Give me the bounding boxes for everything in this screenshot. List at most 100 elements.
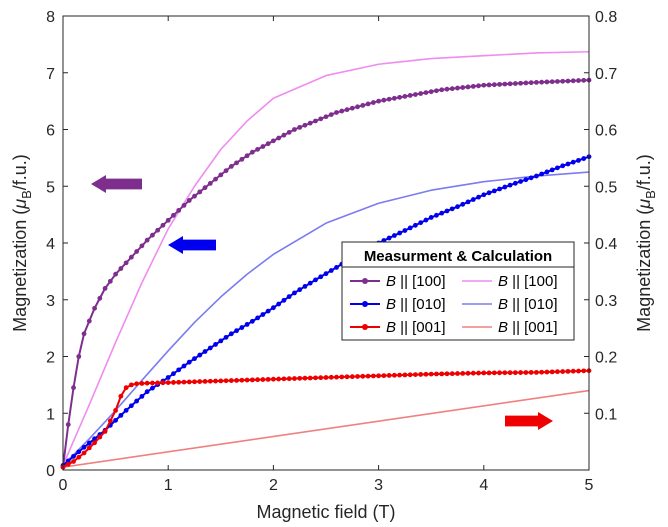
legend-marker-1 (362, 278, 368, 284)
data-point-100 (97, 295, 103, 301)
ylabel-part: Magnetization ( (10, 209, 30, 332)
data-point-100 (276, 135, 282, 141)
data-point-010 (207, 345, 213, 351)
data-point-001 (123, 385, 129, 391)
data-point-100 (512, 81, 518, 86)
data-point-010 (481, 192, 487, 198)
data-point-001 (491, 370, 497, 376)
data-point-001 (428, 371, 434, 377)
data-point-100 (134, 249, 140, 254)
data-point-100 (349, 105, 355, 111)
data-point-001 (539, 369, 545, 375)
data-point-001 (344, 374, 350, 380)
calculated-line-001 (62, 389, 590, 468)
data-point-001 (171, 380, 176, 385)
x-tick-label: 3 (374, 477, 383, 494)
data-point-100 (297, 124, 303, 130)
legend-label-dir: || [100] (396, 273, 446, 290)
data-point-100 (260, 144, 266, 149)
data-point-010 (197, 352, 203, 358)
data-point-100 (249, 149, 255, 155)
data-point-010 (418, 220, 424, 226)
data-point-001 (202, 379, 208, 384)
data-point-100 (549, 79, 555, 85)
data-point-100 (286, 129, 292, 135)
data-point-100 (223, 168, 229, 174)
data-point-100 (150, 232, 155, 238)
legend-label-var: B (498, 273, 508, 290)
legend-label-dir: || [001] (396, 319, 446, 336)
arrow-left-2 (168, 236, 216, 254)
data-point-010 (260, 312, 266, 317)
data-point-100 (418, 91, 424, 96)
data-point-001 (192, 379, 197, 385)
data-point-001 (549, 369, 555, 375)
y-right-tick-label: 0.6 (595, 123, 617, 140)
ylabel-unit: /f.u.) (634, 154, 654, 190)
data-point-100 (160, 222, 166, 228)
data-point-010 (386, 235, 392, 241)
data-point-100 (107, 278, 113, 284)
data-point-100 (370, 100, 376, 105)
data-point-010 (181, 363, 187, 369)
data-point-100 (128, 254, 134, 260)
arrow-right-3 (505, 412, 553, 430)
data-point-100 (355, 104, 360, 110)
data-point-001 (228, 378, 234, 383)
data-point-001 (155, 380, 161, 386)
data-point-001 (71, 459, 76, 464)
data-point-001 (102, 429, 108, 434)
data-point-001 (134, 381, 140, 387)
data-point-010 (507, 182, 513, 188)
data-point-001 (407, 372, 413, 378)
y-left-tick-label: 7 (46, 66, 55, 83)
data-point-010 (192, 356, 197, 362)
data-point-100 (365, 101, 371, 107)
data-point-010 (423, 217, 429, 223)
data-point-010 (444, 208, 450, 214)
legend-label-2: B || [010] (386, 296, 446, 313)
data-point-100 (165, 217, 171, 223)
data-point-001 (107, 418, 113, 424)
data-point-001 (139, 381, 145, 386)
data-point-010 (534, 173, 539, 179)
legend-label-var: B (386, 273, 396, 290)
y-axis-label-left: Magnetization (μB/f.u.) (10, 154, 34, 332)
data-point-010 (213, 342, 218, 347)
data-point-010 (334, 265, 339, 270)
data-point-001 (255, 377, 261, 383)
data-point-100 (413, 92, 418, 97)
legend-label-4: B || [100] (498, 273, 558, 290)
data-point-100 (197, 189, 203, 195)
annotation-arrows (91, 175, 553, 430)
data-point-001 (118, 393, 124, 399)
data-point-100 (118, 266, 124, 271)
data-point-010 (460, 201, 466, 207)
data-point-010 (76, 449, 82, 455)
data-point-100 (497, 81, 502, 87)
data-point-100 (328, 112, 334, 117)
data-point-010 (286, 294, 292, 300)
data-point-010 (581, 156, 587, 161)
data-point-100 (244, 153, 250, 159)
data-point-001 (370, 373, 376, 379)
data-point-001 (302, 375, 308, 381)
data-point-001 (181, 379, 187, 385)
data-point-100 (292, 127, 297, 132)
data-point-100 (86, 318, 92, 324)
data-point-001 (455, 371, 460, 376)
legend-label-dir: || [010] (396, 296, 446, 313)
data-point-100 (428, 89, 434, 95)
x-tick-label: 1 (164, 477, 173, 494)
y-right-tick-label: 0.3 (595, 293, 617, 310)
legend-label-dir: || [001] (508, 319, 558, 336)
data-point-100 (486, 82, 492, 88)
data-point-010 (128, 403, 134, 409)
data-point-100 (449, 86, 455, 92)
data-point-100 (402, 94, 408, 99)
y-left-tick-label: 6 (46, 123, 55, 140)
data-point-100 (339, 108, 345, 114)
data-point-001 (197, 379, 203, 384)
data-point-001 (218, 378, 224, 384)
